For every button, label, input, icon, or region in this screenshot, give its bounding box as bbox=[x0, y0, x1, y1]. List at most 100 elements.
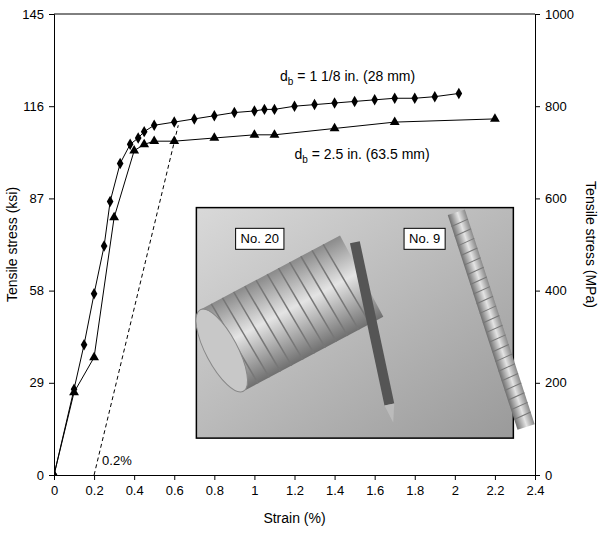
series-marker bbox=[261, 104, 268, 115]
x-axis-line bbox=[55, 476, 536, 481]
x-tick-mark bbox=[375, 475, 376, 480]
series-marker bbox=[391, 93, 398, 104]
y-tick-mark bbox=[49, 106, 54, 107]
y2-tick-mark bbox=[535, 291, 540, 292]
y2-tick-mark bbox=[535, 106, 540, 107]
series-marker bbox=[129, 145, 139, 154]
bar-rib bbox=[495, 354, 513, 361]
series-marker bbox=[117, 158, 124, 169]
small-bar bbox=[448, 209, 535, 429]
photo-label-box bbox=[404, 228, 445, 249]
x-tick-label: 1.8 bbox=[406, 483, 424, 498]
bar-end bbox=[186, 302, 257, 398]
series-marker bbox=[151, 120, 158, 131]
y-tick-label: 145 bbox=[22, 7, 44, 22]
y-tick-label: 29 bbox=[30, 375, 44, 390]
x-tick-label: 2.4 bbox=[526, 483, 544, 498]
x-tick-mark bbox=[214, 475, 215, 480]
series-marker bbox=[330, 123, 340, 132]
bar-body bbox=[448, 209, 535, 429]
x-tick: 1 bbox=[251, 475, 258, 498]
bar-rib bbox=[498, 364, 516, 371]
y2-tick-mark bbox=[535, 198, 540, 199]
bar-rib bbox=[290, 260, 337, 343]
x-axis-title: Strain (%) bbox=[263, 510, 325, 526]
bar-rib bbox=[476, 296, 494, 303]
y-tick-mark bbox=[49, 198, 54, 199]
y-axis-line bbox=[49, 15, 55, 476]
series-marker bbox=[209, 132, 219, 141]
x-tick-label: 2.2 bbox=[486, 483, 504, 498]
y-tick: 145 bbox=[22, 7, 54, 22]
y-tick-mark bbox=[49, 475, 54, 476]
bar-rib bbox=[451, 219, 469, 226]
pen bbox=[350, 241, 398, 423]
x-tick-label: 1 bbox=[251, 483, 258, 498]
series-marker bbox=[431, 91, 438, 102]
bar-rib bbox=[504, 383, 522, 390]
x-tick-label: 0.2 bbox=[86, 483, 104, 498]
photo-label-box bbox=[236, 228, 284, 249]
pen-body bbox=[350, 241, 394, 405]
series-line bbox=[54, 119, 495, 475]
series-marker bbox=[490, 113, 500, 122]
y-tick-label: 87 bbox=[30, 191, 44, 206]
y2-axis-line bbox=[536, 15, 541, 476]
y2-tick-label: 1000 bbox=[545, 7, 574, 22]
y-tick: 58 bbox=[30, 283, 54, 298]
chart: No. 20No. 900.20.40.60.811.21.41.61.822.… bbox=[0, 0, 601, 537]
bar-rib bbox=[467, 267, 485, 274]
y2-axis-title: Tensile stress (MPa) bbox=[583, 181, 599, 308]
bar-rib bbox=[507, 393, 525, 400]
series-marker bbox=[331, 97, 338, 108]
bar-rib bbox=[245, 284, 292, 367]
y2-tick-label: 800 bbox=[545, 99, 567, 114]
y-tick: 116 bbox=[23, 99, 54, 114]
series-marker bbox=[101, 240, 108, 251]
x-tick-label: 0 bbox=[51, 483, 58, 498]
series-marker bbox=[291, 100, 298, 111]
x-tick-mark bbox=[94, 475, 95, 480]
bar-rib bbox=[473, 287, 491, 294]
bar-rib bbox=[482, 316, 500, 323]
x-tick: 2.2 bbox=[486, 475, 504, 498]
series-marker bbox=[171, 116, 178, 127]
y-tick-mark bbox=[49, 14, 54, 15]
x-tick-mark bbox=[174, 475, 175, 480]
x-tick: 1.2 bbox=[286, 475, 304, 498]
y2-tick: 0 bbox=[535, 468, 552, 483]
bar-rib bbox=[501, 373, 519, 380]
bar-rib bbox=[267, 272, 314, 355]
photo-frame bbox=[196, 208, 513, 439]
x-tick-label: 1.6 bbox=[366, 483, 384, 498]
bar-rib bbox=[457, 238, 475, 245]
x-tick-mark bbox=[495, 475, 496, 480]
series-marker bbox=[311, 99, 318, 110]
x-tick-label: 0.6 bbox=[166, 483, 184, 498]
series-marker bbox=[191, 113, 198, 124]
bar-rib bbox=[454, 229, 472, 236]
y-tick: 29 bbox=[30, 375, 54, 390]
series-marker bbox=[371, 94, 378, 105]
series-marker bbox=[69, 387, 79, 396]
bar-rib bbox=[488, 335, 506, 342]
series-marker bbox=[89, 352, 99, 361]
bar-rib bbox=[479, 306, 497, 313]
series-marker bbox=[270, 129, 280, 138]
series-marker bbox=[456, 88, 463, 99]
x-tick-mark bbox=[254, 475, 255, 480]
series-marker bbox=[251, 105, 258, 116]
x-tick: 2.4 bbox=[526, 475, 544, 498]
series-marker bbox=[135, 132, 142, 143]
data-area bbox=[54, 88, 500, 475]
y2-tick-label: 200 bbox=[545, 375, 567, 390]
y-tick-label: 58 bbox=[30, 283, 44, 298]
y-tick-label: 0 bbox=[37, 468, 44, 483]
bar-rib bbox=[514, 412, 532, 419]
series-marker bbox=[231, 107, 238, 118]
series-marker bbox=[149, 135, 159, 144]
bar-rib bbox=[301, 254, 348, 337]
x-tick: 1.6 bbox=[366, 475, 384, 498]
pen-tip bbox=[384, 403, 398, 423]
series-marker bbox=[390, 116, 400, 125]
